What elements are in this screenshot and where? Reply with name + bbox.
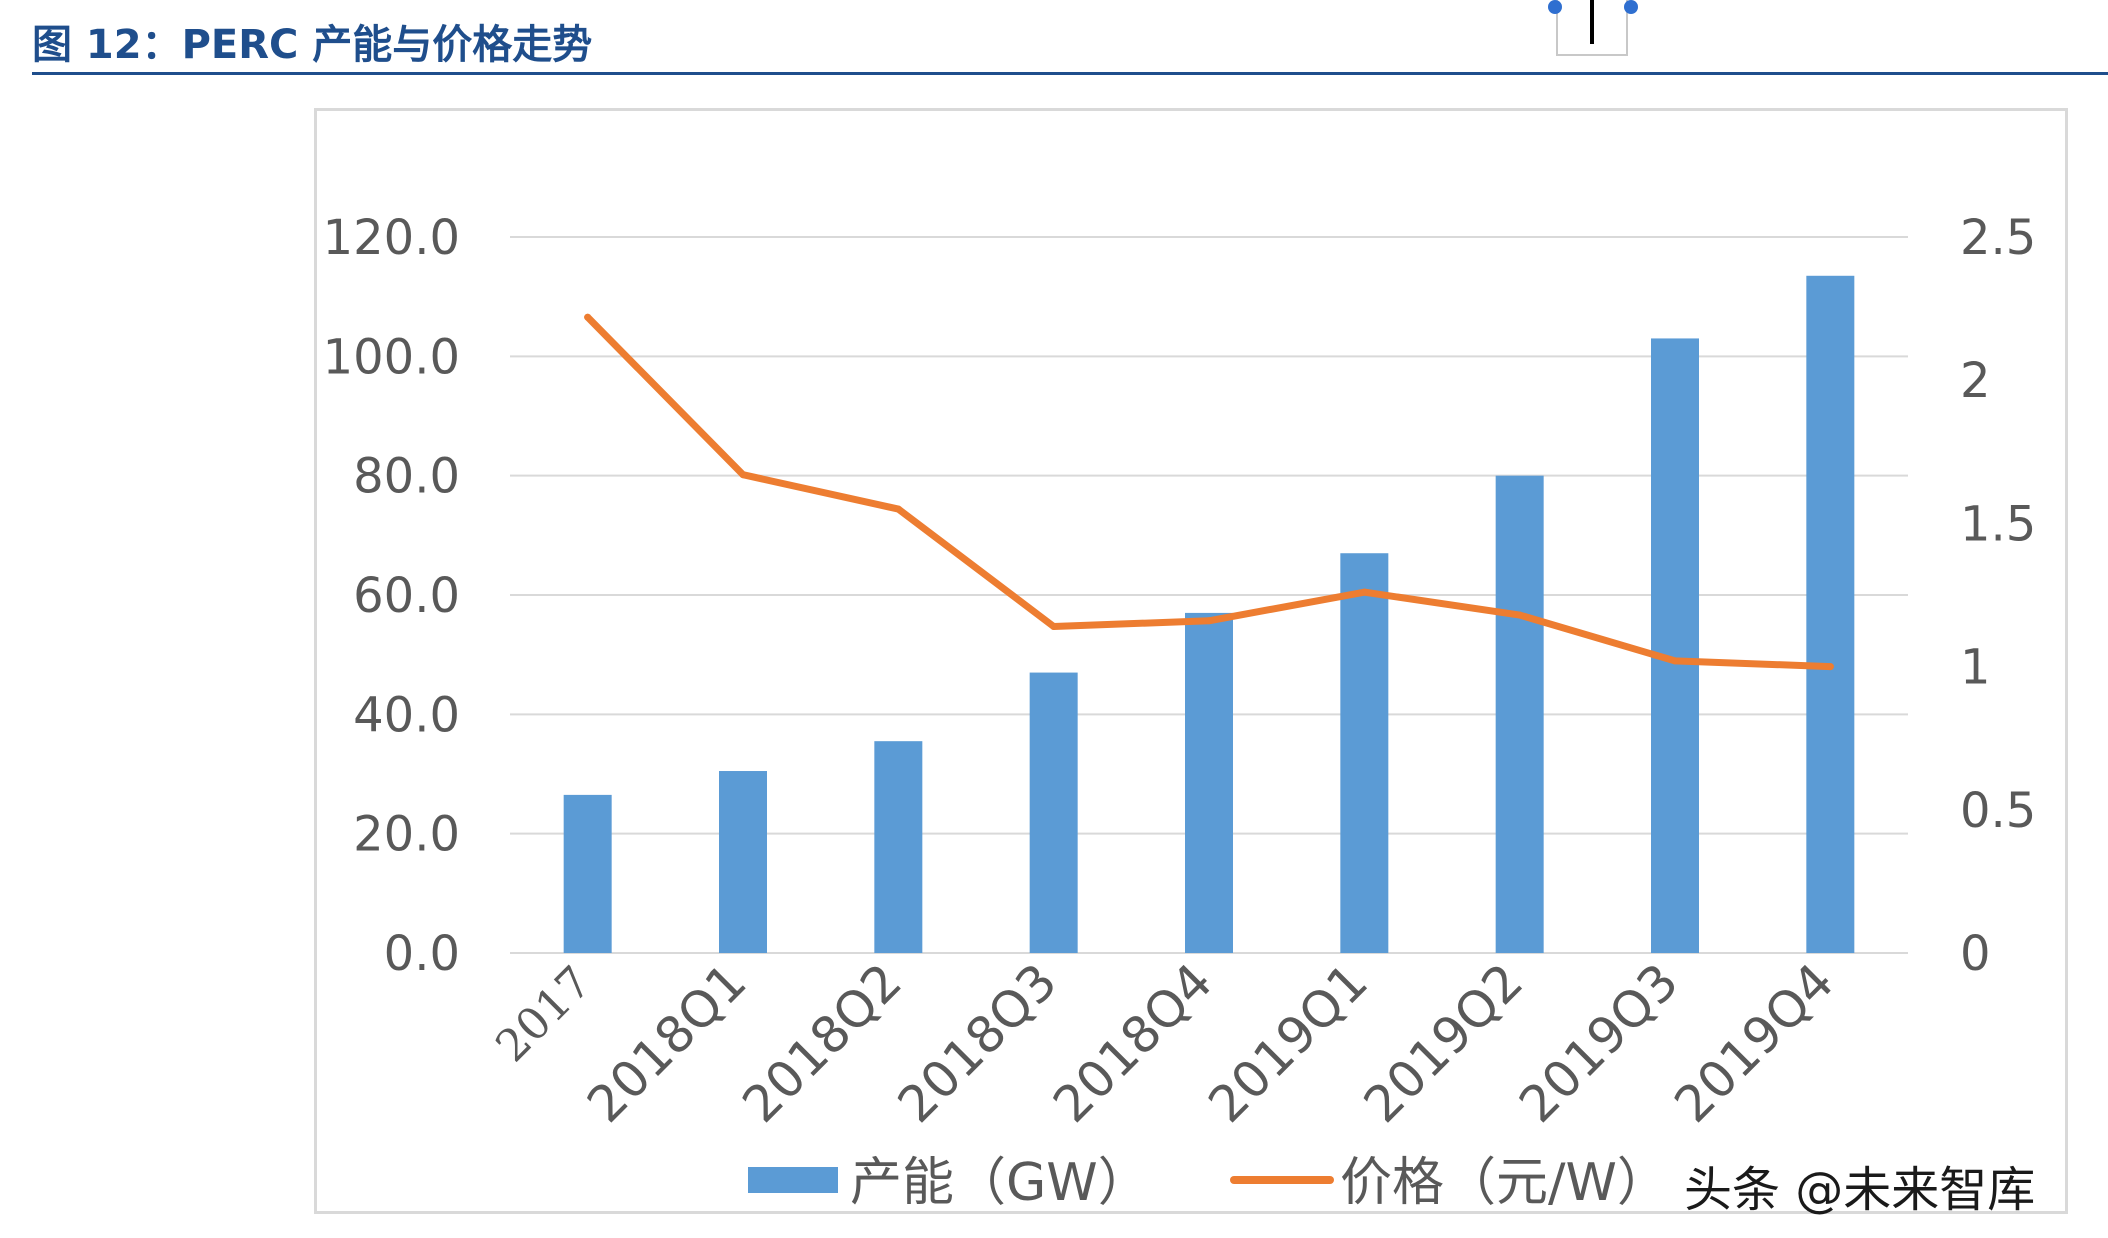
point-price-2019Q2	[1516, 611, 1524, 619]
x-tick-label: 2019Q4	[1664, 952, 1845, 1133]
title-divider	[32, 72, 2108, 75]
bar-capacity-2018Q2	[874, 741, 923, 953]
x-tick-label: 2017	[486, 957, 601, 1072]
y-right-tick-label: 1	[1960, 640, 1991, 696]
x-tick-label: 2019Q3	[1508, 952, 1689, 1133]
bar-capacity-2018Q4	[1185, 612, 1233, 953]
x-tick-label: 2018Q2	[732, 952, 913, 1133]
bar-capacity-2019Q2	[1495, 475, 1544, 953]
point-price-2019Q3	[1671, 657, 1679, 665]
bar-capacity-2019Q3	[1651, 338, 1699, 953]
point-price-2018Q4	[1205, 617, 1213, 625]
point-price-2018Q3	[1050, 623, 1058, 631]
y-left-tick-label: 80.0	[353, 449, 460, 505]
y-right-tick-label: 0	[1960, 926, 1991, 982]
bar-capacity-2019Q4	[1806, 275, 1855, 953]
bar-capacity-2019Q1	[1340, 553, 1389, 953]
y-right-tick-label: 2	[1960, 353, 1991, 409]
selection-handle-frame	[1556, 0, 1628, 56]
point-price-2018Q2	[894, 505, 902, 513]
y-left-tick-label: 0.0	[384, 926, 460, 982]
bar-capacity-2018Q3	[1029, 672, 1078, 953]
y-left-tick-label: 60.0	[353, 568, 460, 624]
selection-handle-bar[interactable]	[1590, 0, 1594, 44]
y-left-tick-label: 100.0	[323, 329, 460, 385]
x-tick-label: 2019Q2	[1353, 952, 1534, 1133]
bar-capacity-2017	[563, 794, 612, 953]
y-right-tick-label: 2.5	[1960, 210, 2036, 266]
selection-handle-left[interactable]	[1548, 0, 1562, 14]
y-left-tick-label: 120.0	[323, 210, 460, 266]
bar-capacity-2018Q1	[719, 771, 767, 953]
y-left-tick-label: 40.0	[353, 687, 460, 743]
legend-swatch-capacity	[748, 1167, 838, 1193]
y-right-tick-label: 0.5	[1960, 783, 2036, 839]
chart-frame	[314, 108, 2068, 1214]
y-left-tick-label: 20.0	[353, 807, 460, 863]
y-right-tick-label: 1.5	[1960, 496, 2036, 552]
watermark: 头条 @未来智库	[1684, 1162, 2036, 1218]
x-tick-label: 2018Q3	[887, 952, 1068, 1133]
x-tick-label: 2018Q4	[1042, 952, 1223, 1133]
point-price-2017	[584, 313, 592, 321]
figure-title: 图 12：PERC 产能与价格走势	[32, 22, 593, 68]
legend-label-capacity: 产能（GW）	[850, 1153, 1150, 1213]
legend-label-price: 价格（元/W）	[1340, 1153, 1669, 1213]
point-price-2018Q1	[739, 471, 747, 479]
point-price-2019Q4	[1826, 663, 1834, 671]
point-price-2019Q1	[1360, 588, 1368, 596]
x-tick-label: 2018Q1	[576, 952, 757, 1133]
x-tick-label: 2019Q1	[1198, 952, 1379, 1133]
selection-handle-right[interactable]	[1624, 0, 1638, 14]
